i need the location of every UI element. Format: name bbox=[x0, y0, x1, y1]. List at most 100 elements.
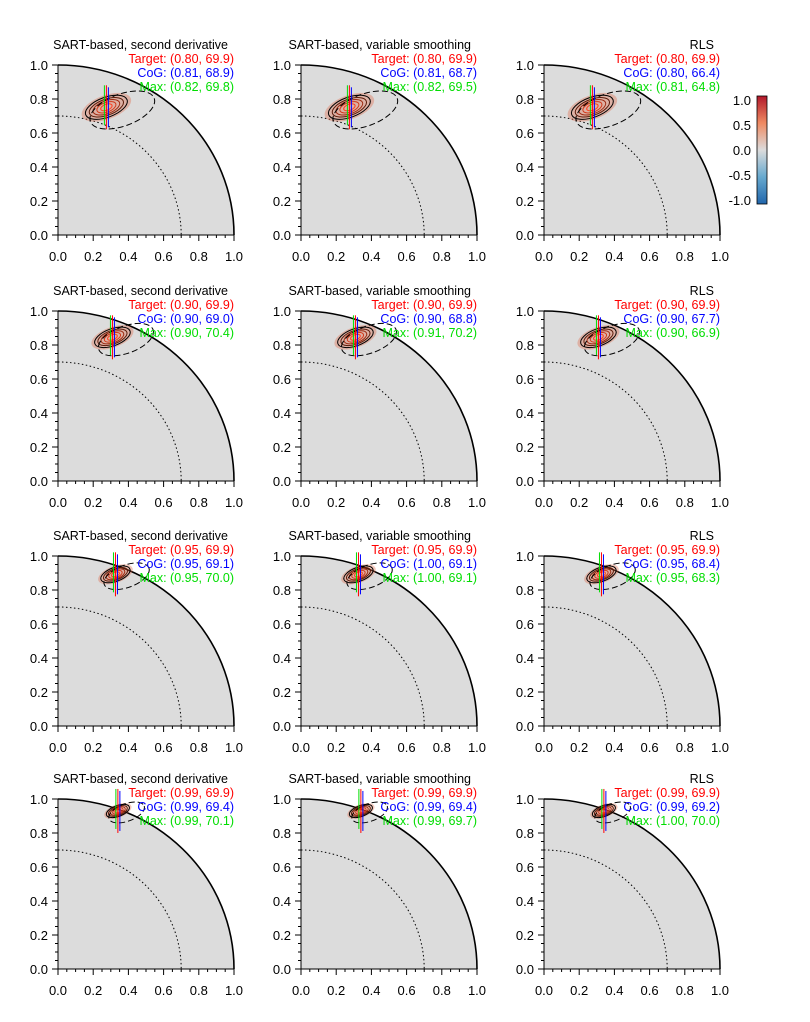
boundary-arc bbox=[300, 310, 478, 482]
x-tick-label: 0.8 bbox=[190, 983, 208, 998]
y-tick-label: 0.0 bbox=[273, 962, 291, 977]
contour-line bbox=[600, 808, 608, 814]
x-tick-label: 1.0 bbox=[468, 983, 486, 998]
contour-line bbox=[110, 571, 120, 578]
y-tick-label: 0.0 bbox=[273, 719, 291, 734]
x-tick-label: 1.0 bbox=[711, 740, 729, 755]
x-tick-label: 0.8 bbox=[676, 740, 694, 755]
target-label: Target: (0.95, 69.9) bbox=[371, 543, 477, 557]
x-tick-label: 0.2 bbox=[327, 495, 345, 510]
y-tick-label: 0.0 bbox=[30, 474, 48, 489]
colorbar: 1.0 0.5 0.0 -0.5 -1.0 bbox=[729, 93, 768, 208]
boundary-arc bbox=[57, 798, 235, 970]
max-label: Max: (0.91, 70.2) bbox=[383, 326, 478, 340]
contour-line bbox=[593, 333, 604, 341]
x-tick-label: 0.4 bbox=[119, 983, 137, 998]
y-tick-label: 0.6 bbox=[516, 860, 534, 875]
cog-label: CoG: (0.99, 69.2) bbox=[623, 800, 720, 814]
panel-title: RLS bbox=[690, 529, 714, 543]
contour-line bbox=[598, 807, 610, 815]
y-tick-label: 0.8 bbox=[516, 92, 534, 107]
y-tick-label: 0.6 bbox=[30, 126, 48, 141]
panel-title: SART-based, second derivative bbox=[53, 284, 228, 298]
contour-line bbox=[580, 326, 617, 349]
contour-line bbox=[586, 103, 599, 112]
x-tick-label: 0.0 bbox=[49, 249, 67, 264]
x-tick-label: 1.0 bbox=[711, 249, 729, 264]
x-tick-label: 1.0 bbox=[468, 249, 486, 264]
target-label: Target: (0.80, 69.9) bbox=[371, 52, 477, 66]
reference-circle bbox=[57, 115, 182, 236]
y-tick-label: 0.6 bbox=[273, 126, 291, 141]
target-label: Target: (0.90, 69.9) bbox=[614, 298, 720, 312]
boundary-arc bbox=[300, 798, 478, 970]
plot-area bbox=[544, 799, 720, 969]
y-tick-label: 1.0 bbox=[516, 304, 534, 319]
y-tick-label: 0.6 bbox=[273, 372, 291, 387]
boundary-arc bbox=[300, 555, 478, 727]
y-tick-label: 0.6 bbox=[516, 126, 534, 141]
contour-line bbox=[355, 807, 367, 815]
x-tick-label: 0.8 bbox=[433, 740, 451, 755]
x-tick-label: 0.8 bbox=[676, 495, 694, 510]
contour-line bbox=[594, 569, 609, 579]
x-tick-label: 0.4 bbox=[362, 740, 380, 755]
y-tick-label: 0.4 bbox=[516, 160, 534, 175]
y-tick-label: 0.8 bbox=[516, 583, 534, 598]
target-label: Target: (0.80, 69.9) bbox=[128, 52, 234, 66]
x-tick-label: 0.2 bbox=[570, 495, 588, 510]
y-tick-label: 0.2 bbox=[516, 928, 534, 943]
x-tick-label: 0.8 bbox=[676, 983, 694, 998]
reference-circle bbox=[543, 361, 668, 482]
plot-area bbox=[544, 556, 720, 726]
x-tick-label: 0.6 bbox=[155, 983, 173, 998]
x-tick-label: 0.8 bbox=[433, 495, 451, 510]
chart-panel: 0.0 0.2 0.4 0.6 0.8 1.0 0.0 0.2 0.4 0.6 0.8 1.0 SART… bbox=[30, 529, 243, 755]
y-tick-label: 0.0 bbox=[30, 719, 48, 734]
chart-panel: 0.0 0.2 0.4 0.6 0.8 1.0 0.0 0.2 0.4 0.6 0.8 1.0 RLST… bbox=[516, 529, 729, 755]
x-tick-label: 0.6 bbox=[641, 983, 659, 998]
x-tick-label: 0.8 bbox=[433, 983, 451, 998]
x-tick-label: 0.4 bbox=[362, 495, 380, 510]
chart-panel: 0.0 0.2 0.4 0.6 0.8 1.0 0.0 0.2 0.4 0.6 0.8 1.0 SART… bbox=[273, 772, 486, 998]
y-tick-label: 0.2 bbox=[30, 194, 48, 209]
y-tick-label: 0.4 bbox=[516, 651, 534, 666]
target-label: Target: (0.95, 69.9) bbox=[614, 543, 720, 557]
cog-label: CoG: (0.95, 68.4) bbox=[623, 557, 720, 571]
contour-line bbox=[84, 94, 128, 120]
y-tick-label: 1.0 bbox=[273, 304, 291, 319]
contour-line bbox=[589, 332, 608, 343]
contour-line bbox=[596, 571, 606, 578]
reference-circle bbox=[543, 115, 668, 236]
x-tick-label: 0.0 bbox=[292, 983, 310, 998]
x-tick-label: 0.6 bbox=[398, 249, 416, 264]
target-label: Target: (0.99, 69.9) bbox=[371, 786, 477, 800]
y-tick-label: 1.0 bbox=[516, 549, 534, 564]
x-tick-label: 0.6 bbox=[641, 495, 659, 510]
y-tick-label: 0.8 bbox=[273, 338, 291, 353]
y-tick-label: 0.0 bbox=[516, 719, 534, 734]
x-tick-label: 0.4 bbox=[605, 740, 623, 755]
cog-label: CoG: (0.95, 69.1) bbox=[137, 557, 234, 571]
y-tick-label: 0.2 bbox=[516, 685, 534, 700]
reference-circle bbox=[543, 606, 668, 727]
x-tick-label: 0.4 bbox=[119, 740, 137, 755]
chart-panel: 0.0 0.2 0.4 0.6 0.8 1.0 0.0 0.2 0.4 0.6 0.8 1.0 RLST… bbox=[516, 38, 729, 264]
x-tick-label: 1.0 bbox=[225, 983, 243, 998]
target-label: Target: (0.90, 69.9) bbox=[371, 298, 477, 312]
y-tick-label: 0.2 bbox=[30, 928, 48, 943]
boundary-arc bbox=[57, 310, 235, 482]
contour-line bbox=[114, 808, 122, 814]
y-tick-label: 0.4 bbox=[516, 894, 534, 909]
x-tick-label: 0.2 bbox=[327, 983, 345, 998]
panel-title: RLS bbox=[690, 284, 714, 298]
x-tick-label: 0.2 bbox=[327, 249, 345, 264]
contour-line bbox=[350, 333, 361, 341]
colorbar-tick-label: 0.0 bbox=[733, 143, 751, 158]
max-label: Max: (0.95, 70.0) bbox=[140, 571, 235, 585]
x-tick-label: 0.4 bbox=[119, 249, 137, 264]
contour-line bbox=[107, 333, 118, 341]
y-tick-label: 0.4 bbox=[30, 894, 48, 909]
x-tick-label: 0.8 bbox=[433, 249, 451, 264]
y-tick-label: 0.6 bbox=[273, 860, 291, 875]
